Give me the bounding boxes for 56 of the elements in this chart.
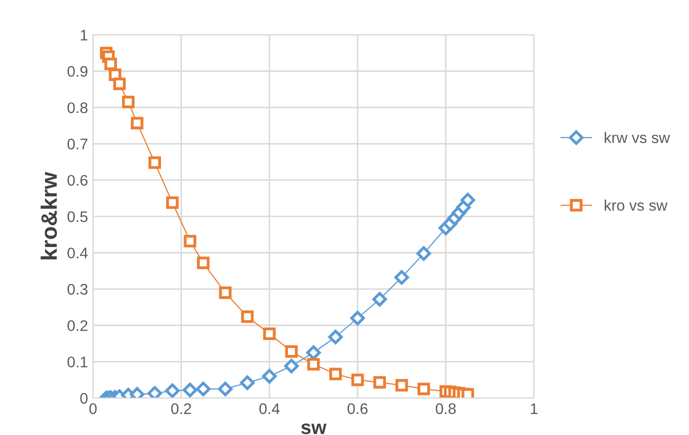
x-axis-title: sw (301, 424, 327, 434)
point (241, 310, 254, 323)
y-tick-label: 0.1 (68, 356, 88, 368)
point (165, 383, 180, 398)
point (148, 156, 161, 169)
point (284, 358, 299, 374)
y-axis-title: kro&krw (40, 172, 57, 260)
y-tick-label: 0.9 (68, 66, 88, 77)
point (306, 345, 321, 360)
x-tick-label: 0.2 (171, 403, 192, 414)
point (417, 382, 430, 396)
point (460, 192, 476, 208)
y-tick-label: 0 (80, 392, 88, 404)
point (196, 382, 211, 396)
point (307, 358, 320, 370)
point (416, 246, 432, 261)
point (462, 388, 474, 398)
y-tick-label: 1 (80, 30, 88, 40)
point (240, 375, 255, 390)
point (285, 345, 298, 358)
legend-label: krw vs sw (604, 132, 670, 144)
point (394, 270, 409, 285)
point (218, 382, 233, 396)
point (184, 234, 196, 248)
point (350, 310, 365, 326)
x-tick-label: 0.4 (259, 403, 280, 414)
y-tick-label: 0.3 (68, 284, 88, 295)
legend-label: kro vs sw (604, 200, 668, 211)
x-tick-label: 0.6 (348, 403, 368, 414)
point (147, 386, 162, 398)
point (166, 196, 179, 209)
point (122, 96, 135, 108)
y-tick-label: 0.4 (68, 248, 88, 258)
point (262, 368, 277, 384)
y-tick-label: 0.2 (68, 320, 88, 332)
point (351, 374, 364, 386)
point (219, 286, 232, 299)
point (329, 368, 342, 380)
point (113, 78, 126, 90)
point (328, 330, 343, 344)
point (395, 379, 408, 392)
point (130, 387, 144, 398)
point (263, 327, 276, 340)
y-tick-label: 0.6 (68, 174, 88, 186)
point (182, 382, 198, 398)
point (130, 116, 144, 130)
x-tick-label: 1 (530, 403, 538, 414)
x-tick-label: 0.8 (436, 403, 456, 414)
point (373, 376, 386, 389)
point (104, 58, 117, 70)
point (197, 256, 210, 270)
point (372, 292, 387, 307)
y-tick-label: 0.8 (68, 102, 88, 114)
x-tick-label: 0 (89, 403, 97, 414)
y-tick-label: 0.7 (68, 138, 88, 150)
y-tick-label: 0.5 (68, 211, 88, 222)
